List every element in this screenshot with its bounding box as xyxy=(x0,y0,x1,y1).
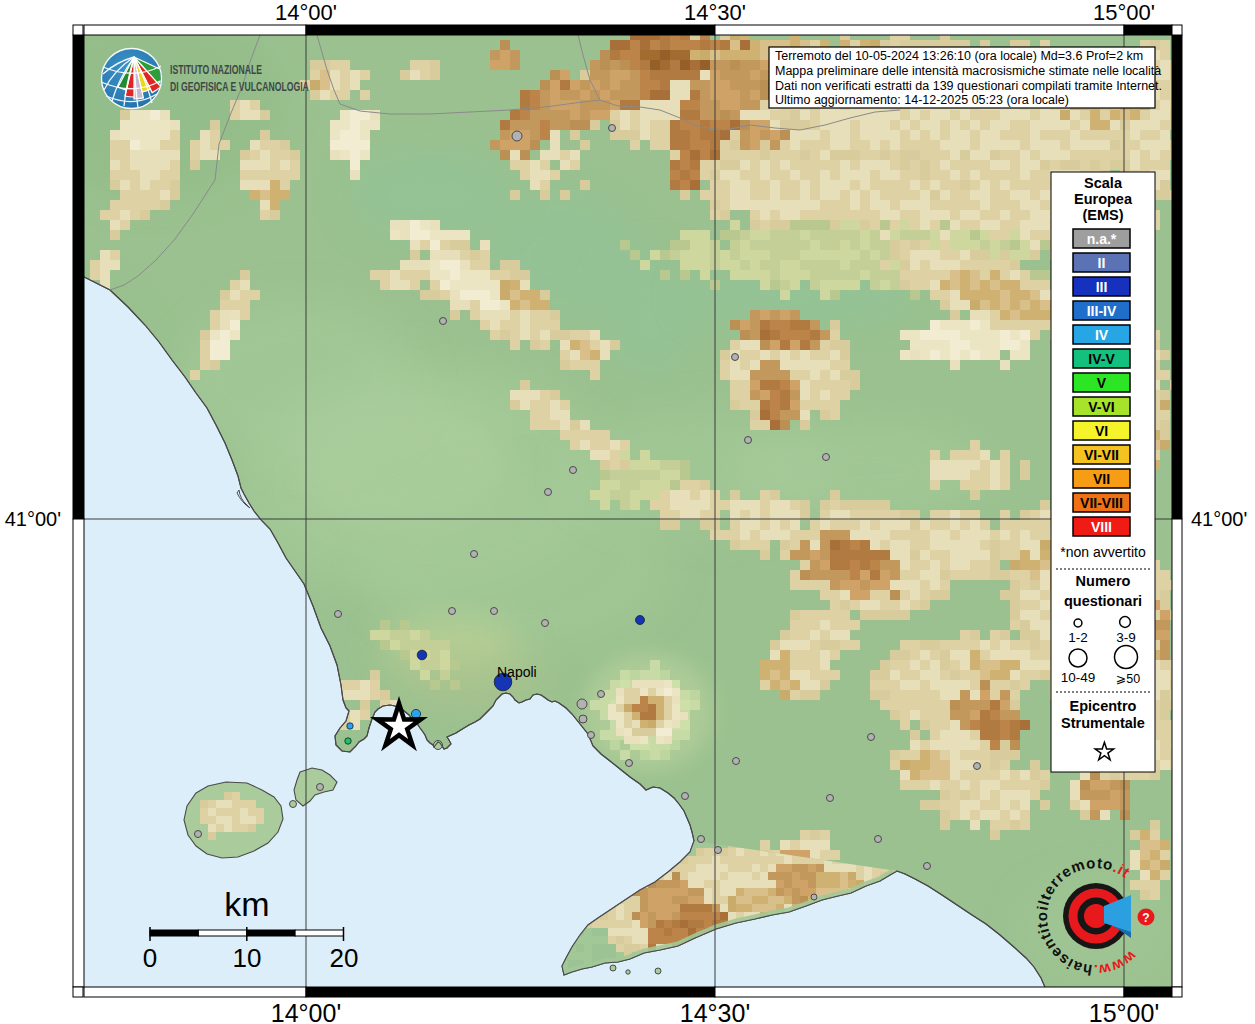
svg-text:41°00': 41°00' xyxy=(1191,508,1247,530)
svg-text:questionari: questionari xyxy=(1064,593,1142,609)
svg-text:Strumentale: Strumentale xyxy=(1061,715,1145,731)
svg-text:Europea: Europea xyxy=(1074,191,1133,207)
svg-text:VI: VI xyxy=(1095,423,1108,439)
svg-text:IV-V: IV-V xyxy=(1088,351,1115,367)
svg-text:10-49: 10-49 xyxy=(1061,670,1096,685)
svg-text:Napoli: Napoli xyxy=(497,664,537,680)
svg-text:15°00': 15°00' xyxy=(1093,0,1155,25)
svg-text:III: III xyxy=(1096,279,1108,295)
svg-text:V: V xyxy=(1097,375,1107,391)
svg-text:3-9: 3-9 xyxy=(1116,630,1136,645)
svg-text:20: 20 xyxy=(330,943,359,973)
svg-text:V-VI: V-VI xyxy=(1088,399,1114,415)
svg-text:VIII: VIII xyxy=(1091,519,1112,535)
svg-text:VI-VII: VI-VII xyxy=(1084,447,1119,463)
svg-text:?: ? xyxy=(1142,911,1149,925)
svg-text:II: II xyxy=(1098,255,1106,271)
svg-text:14°00': 14°00' xyxy=(275,0,337,25)
svg-text:Dati non verificati estratti d: Dati non verificati estratti da 139 ques… xyxy=(775,79,1162,93)
svg-text:km: km xyxy=(224,885,269,923)
svg-text:Ultimo aggiornamento: 14-12-20: Ultimo aggiornamento: 14-12-2025 05:23 (… xyxy=(775,93,1069,107)
svg-text:VII-VIII: VII-VIII xyxy=(1080,495,1123,511)
svg-text:1-2: 1-2 xyxy=(1068,630,1088,645)
svg-text:0: 0 xyxy=(143,943,157,973)
svg-text:DI GEOFISICA E VULCANOLOGIA: DI GEOFISICA E VULCANOLOGIA xyxy=(170,79,309,93)
svg-text:Epicentro: Epicentro xyxy=(1070,698,1137,714)
svg-text:n.a.*: n.a.* xyxy=(1087,231,1117,247)
svg-text:*non avvertito: *non avvertito xyxy=(1060,544,1146,560)
svg-text:ISTITUTO NAZIONALE: ISTITUTO NAZIONALE xyxy=(170,62,262,76)
svg-text:Terremoto del 10-05-2024 13:26: Terremoto del 10-05-2024 13:26:10 (ora l… xyxy=(775,49,1143,63)
svg-text:14°30': 14°30' xyxy=(680,999,750,1024)
svg-text:(EMS): (EMS) xyxy=(1082,207,1123,223)
svg-text:⩾50: ⩾50 xyxy=(1116,672,1140,686)
svg-text:14°30': 14°30' xyxy=(684,0,746,25)
svg-text:Scala: Scala xyxy=(1084,175,1123,191)
svg-text:41°00': 41°00' xyxy=(5,508,61,530)
svg-text:Numero: Numero xyxy=(1076,573,1131,589)
svg-text:10: 10 xyxy=(233,943,262,973)
svg-text:15°00': 15°00' xyxy=(1089,999,1159,1024)
svg-text:VII: VII xyxy=(1093,471,1110,487)
svg-text:14°00': 14°00' xyxy=(271,999,341,1024)
svg-text:IV: IV xyxy=(1095,327,1109,343)
svg-text:Mappa preliminare delle intens: Mappa preliminare delle intensità macros… xyxy=(775,64,1161,78)
svg-text:III-IV: III-IV xyxy=(1087,303,1117,319)
